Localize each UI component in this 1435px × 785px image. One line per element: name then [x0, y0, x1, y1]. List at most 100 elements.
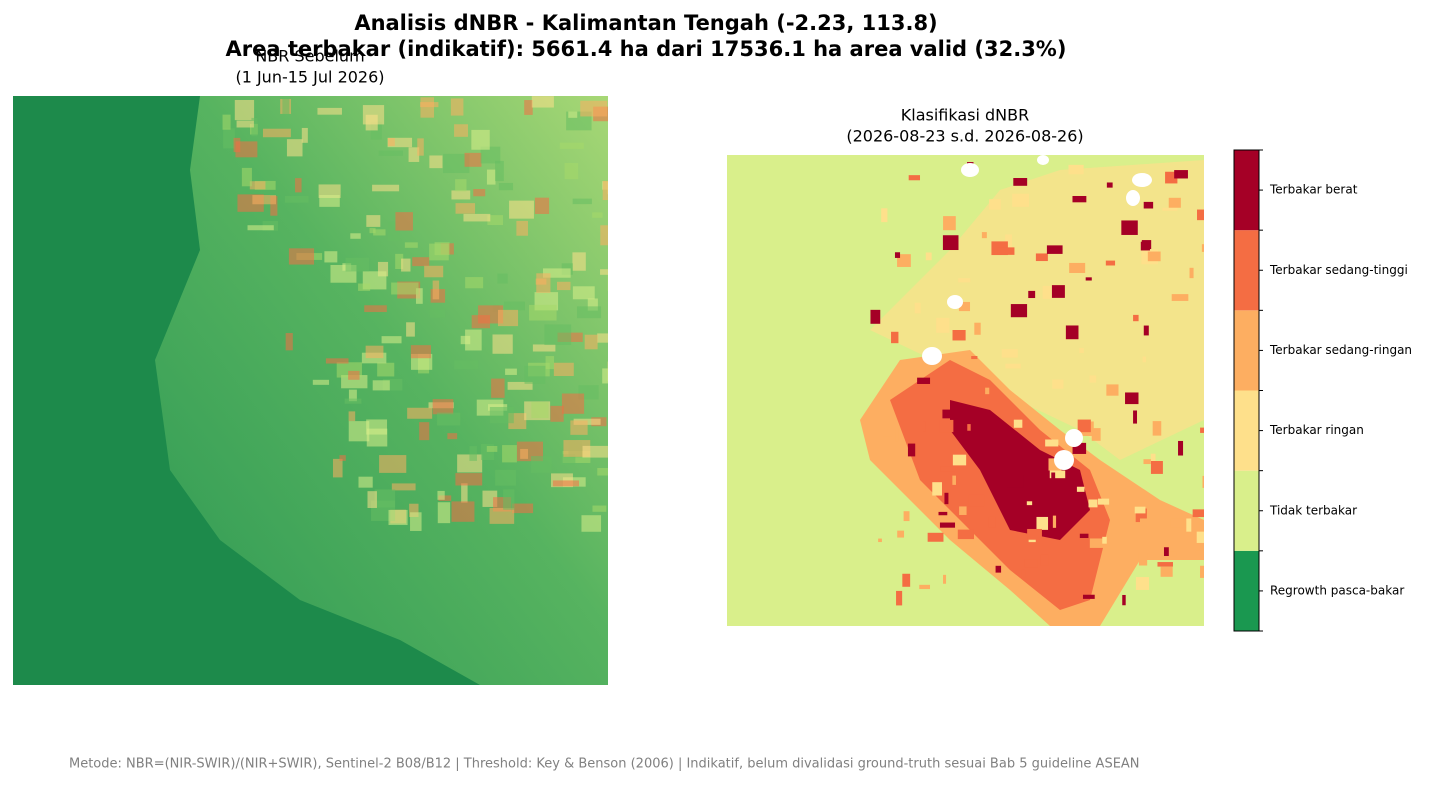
texture — [602, 180, 608, 201]
patch — [1026, 501, 1033, 506]
texture — [584, 334, 598, 350]
patch — [1178, 440, 1184, 456]
patch — [1028, 290, 1036, 299]
texture — [374, 489, 396, 508]
patch — [988, 516, 996, 528]
texture — [454, 360, 479, 370]
cloud-mask — [1126, 190, 1140, 206]
texture — [524, 100, 533, 115]
texture — [325, 358, 349, 364]
patch — [981, 232, 987, 239]
texture — [520, 448, 529, 459]
patch — [922, 421, 926, 432]
texture — [597, 468, 608, 476]
texture — [451, 501, 475, 522]
cloud-mask — [1132, 173, 1152, 187]
patch — [1052, 379, 1064, 389]
texture — [381, 336, 402, 344]
colorbar-segment — [1234, 150, 1259, 231]
patch — [940, 466, 956, 472]
patch — [1122, 594, 1126, 606]
colorbar-label: Terbakar sedang-tinggi — [1269, 263, 1408, 277]
texture — [301, 127, 308, 143]
texture — [429, 155, 443, 169]
patch — [1068, 164, 1084, 175]
texture — [497, 309, 519, 327]
texture — [395, 253, 404, 270]
patch — [943, 216, 956, 231]
texture — [570, 420, 588, 435]
patch — [1138, 553, 1148, 566]
patch — [1076, 486, 1085, 492]
colorbar-frame — [1233, 149, 1260, 632]
texture — [495, 160, 504, 182]
texture — [251, 117, 258, 137]
patch — [1143, 201, 1154, 209]
texture — [572, 198, 592, 205]
patch — [974, 322, 981, 335]
cloud-mask — [947, 295, 963, 309]
patch — [1035, 253, 1048, 262]
patch — [1160, 566, 1173, 577]
texture — [319, 195, 340, 207]
texture — [410, 512, 422, 531]
texture — [345, 257, 370, 272]
texture — [531, 401, 549, 419]
texture — [387, 137, 413, 148]
patch — [958, 301, 971, 312]
patch — [1051, 472, 1056, 484]
texture — [592, 505, 607, 512]
texture — [455, 179, 467, 192]
colorbar-label: Terbakar sedang-ringan — [1269, 343, 1412, 357]
texture — [480, 146, 501, 164]
patch — [914, 302, 921, 314]
texture — [285, 333, 293, 351]
texture — [282, 98, 290, 115]
colorbar-segment — [1234, 230, 1259, 311]
texture — [447, 433, 458, 440]
texture — [582, 445, 608, 458]
patch — [907, 443, 916, 457]
texture — [557, 281, 571, 291]
patch — [1143, 459, 1151, 465]
colorbar-segment — [1234, 390, 1259, 471]
texture — [465, 277, 484, 289]
texture — [607, 182, 608, 195]
patch — [878, 538, 882, 543]
texture — [419, 422, 430, 441]
texture — [372, 380, 390, 391]
texture — [432, 399, 454, 415]
texture — [516, 220, 528, 236]
texture — [407, 407, 433, 419]
patch — [1167, 551, 1177, 557]
patch — [1001, 349, 1018, 358]
texture — [379, 455, 407, 473]
patch — [1089, 538, 1106, 548]
texture — [391, 282, 419, 295]
texture — [460, 335, 471, 345]
patch — [952, 454, 967, 466]
texture — [461, 483, 468, 503]
texture — [388, 221, 400, 241]
texture — [364, 305, 387, 313]
patch — [908, 175, 921, 181]
texture — [451, 190, 471, 200]
patch — [1065, 325, 1079, 340]
texture — [247, 225, 274, 231]
texture — [295, 178, 302, 193]
texture — [531, 456, 552, 473]
patch — [985, 387, 990, 395]
patch — [902, 573, 911, 587]
patch — [1135, 577, 1150, 590]
patch — [1121, 220, 1138, 235]
texture — [365, 114, 378, 131]
texture — [600, 225, 608, 246]
cloud-mask — [961, 163, 979, 177]
texture — [473, 189, 486, 197]
texture — [576, 306, 602, 319]
texture — [262, 128, 291, 138]
patch — [897, 254, 911, 267]
texture — [372, 184, 400, 192]
texture — [420, 97, 435, 118]
